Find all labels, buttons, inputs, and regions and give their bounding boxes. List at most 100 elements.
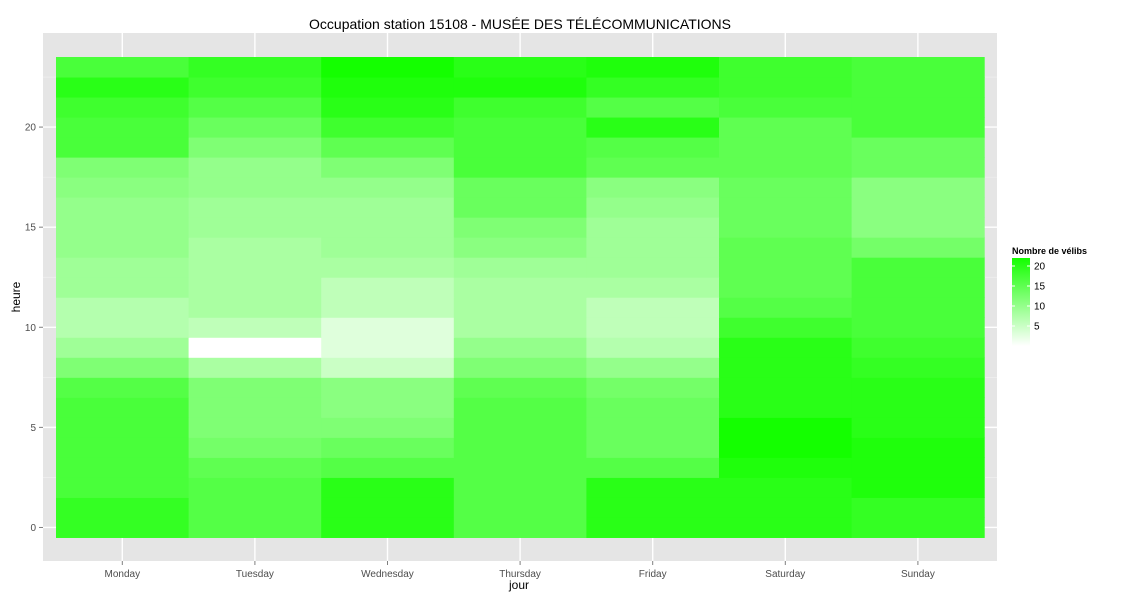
heatmap-cell xyxy=(453,297,587,318)
heatmap-cell xyxy=(453,217,587,238)
heatmap-cell xyxy=(56,197,190,218)
heatmap-cell xyxy=(188,157,322,178)
heatmap-cell xyxy=(586,157,720,178)
legend-tick-label: 5 xyxy=(1034,322,1040,333)
x-tick-label: Saturday xyxy=(765,569,805,580)
heatmap-cell xyxy=(453,457,587,478)
y-axis-label: heure xyxy=(9,281,23,312)
heatmap-cell xyxy=(453,77,587,98)
heatmap-cell xyxy=(719,137,853,158)
color-legend: Nombre de vélibs 5 10 15 20 xyxy=(1012,246,1087,346)
heatmap-cell xyxy=(586,317,720,338)
heatmap-cell xyxy=(453,237,587,258)
heatmap-cell xyxy=(719,257,853,278)
heatmap-cell xyxy=(586,177,720,198)
heatmap-cell xyxy=(719,317,853,338)
heatmap-cell xyxy=(56,337,190,358)
y-tick-label: 20 xyxy=(25,123,37,134)
heatmap-cell xyxy=(851,137,985,158)
heatmap-cell xyxy=(188,137,322,158)
x-axis-ticks: Monday Tuesday Wednesday Thursday Friday Satu… xyxy=(105,561,935,580)
heatmap-cell xyxy=(56,477,190,498)
heatmap-cell xyxy=(321,277,455,298)
heatmap-cell xyxy=(56,357,190,378)
heatmap-cell xyxy=(719,97,853,118)
heatmap-cell xyxy=(719,237,853,258)
heatmap-cell xyxy=(851,477,985,498)
y-tick-label: 0 xyxy=(30,523,36,534)
heatmap-cell xyxy=(586,257,720,278)
heatmap-cell xyxy=(851,77,985,98)
x-tick-label: Thursday xyxy=(499,569,541,580)
heatmap-cell xyxy=(56,457,190,478)
x-tick-label: Sunday xyxy=(901,569,935,580)
heatmap-cell xyxy=(321,397,455,418)
heatmap-cell xyxy=(453,317,587,338)
heatmap-cell xyxy=(188,277,322,298)
heatmap-cell xyxy=(188,437,322,458)
heatmap-cell xyxy=(719,497,853,518)
heatmap-cell xyxy=(188,77,322,98)
heatmap-cell xyxy=(56,117,190,138)
heatmap-cell xyxy=(586,477,720,498)
chart-title: Occupation station 15108 - MUSÉE DES TÉL… xyxy=(309,16,731,32)
heatmap-cell xyxy=(719,337,853,358)
heatmap-cell xyxy=(719,77,853,98)
heatmap-cell xyxy=(453,417,587,438)
heatmap-cell xyxy=(719,517,853,538)
heatmap-cell xyxy=(719,297,853,318)
heatmap-cell xyxy=(851,497,985,518)
heatmap-cell xyxy=(56,217,190,238)
heatmap-cell xyxy=(453,437,587,458)
heatmap-cell xyxy=(851,277,985,298)
heatmap-cell xyxy=(453,137,587,158)
legend-tick-label: 10 xyxy=(1034,302,1046,313)
heatmap-cell xyxy=(321,77,455,98)
heatmap-cell xyxy=(56,437,190,458)
heatmap-cell xyxy=(453,117,587,138)
heatmap-cell xyxy=(453,477,587,498)
heatmap-cell xyxy=(321,457,455,478)
heatmap-cell xyxy=(586,337,720,358)
heatmap-cell xyxy=(586,137,720,158)
heatmap-cell xyxy=(851,297,985,318)
y-tick-label: 15 xyxy=(25,223,37,234)
heatmap-cell xyxy=(453,157,587,178)
heatmap-cell xyxy=(321,477,455,498)
heatmap-cell xyxy=(321,217,455,238)
heatmap-cell xyxy=(56,237,190,258)
heatmap-cell xyxy=(321,57,455,78)
heatmap-cell xyxy=(586,197,720,218)
heatmap-cell xyxy=(188,217,322,238)
heatmap-cell xyxy=(851,377,985,398)
heatmap-cell xyxy=(586,297,720,318)
heatmap-cell xyxy=(188,357,322,378)
x-tick-label: Monday xyxy=(105,569,141,580)
heatmap-cell xyxy=(719,277,853,298)
heatmap-cell xyxy=(453,257,587,278)
heatmap-cell xyxy=(719,157,853,178)
heatmap-cell xyxy=(188,337,322,358)
heatmap-cell xyxy=(188,377,322,398)
heatmap-cell xyxy=(321,197,455,218)
heatmap-cell xyxy=(586,277,720,298)
heatmap-cell xyxy=(321,237,455,258)
heatmap-cell xyxy=(56,157,190,178)
heatmap-cell xyxy=(188,177,322,198)
heatmap-cell xyxy=(586,357,720,378)
heatmap-cell xyxy=(586,397,720,418)
heatmap-cell xyxy=(321,517,455,538)
heatmap-cell xyxy=(851,217,985,238)
heatmap-cell xyxy=(56,517,190,538)
heatmap-cell xyxy=(321,437,455,458)
heatmap-cell xyxy=(321,97,455,118)
heatmap-cell xyxy=(851,357,985,378)
heatmap-cell xyxy=(188,297,322,318)
heatmap-cell xyxy=(453,197,587,218)
heatmap-cell xyxy=(453,177,587,198)
heatmap-cell xyxy=(453,357,587,378)
heatmap-cell xyxy=(188,117,322,138)
heatmap-cell xyxy=(851,337,985,358)
heatmap-cell xyxy=(586,117,720,138)
